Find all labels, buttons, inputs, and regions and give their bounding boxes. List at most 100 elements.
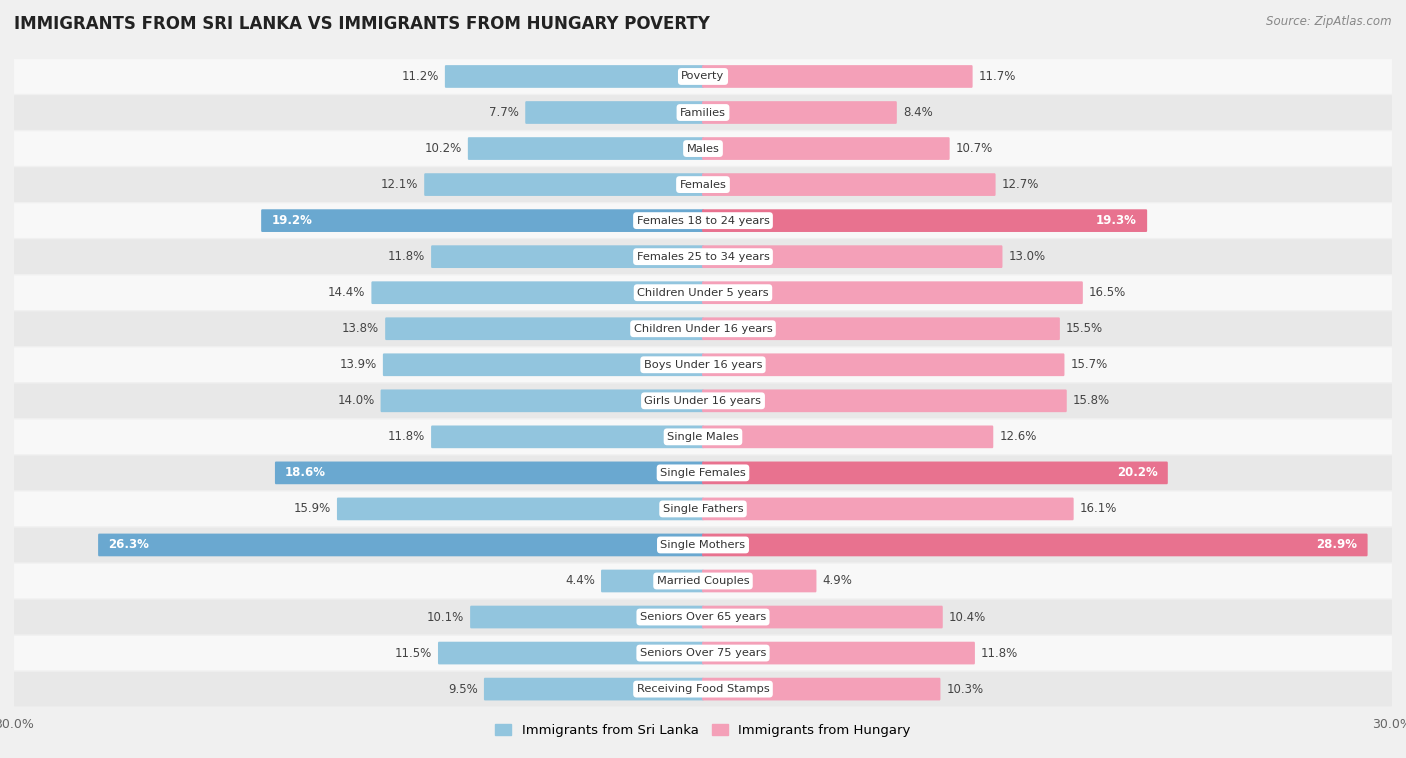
Text: 10.4%: 10.4% <box>949 610 986 624</box>
Text: 14.4%: 14.4% <box>328 287 366 299</box>
Text: 19.3%: 19.3% <box>1097 214 1137 227</box>
FancyBboxPatch shape <box>702 209 1147 232</box>
FancyBboxPatch shape <box>425 174 704 196</box>
FancyBboxPatch shape <box>14 492 1392 526</box>
Text: Single Males: Single Males <box>666 432 740 442</box>
Text: 11.5%: 11.5% <box>395 647 432 659</box>
Text: Source: ZipAtlas.com: Source: ZipAtlas.com <box>1267 15 1392 28</box>
Text: 4.9%: 4.9% <box>823 575 852 587</box>
Text: 4.4%: 4.4% <box>565 575 595 587</box>
FancyBboxPatch shape <box>98 534 704 556</box>
Text: Boys Under 16 years: Boys Under 16 years <box>644 360 762 370</box>
Text: 19.2%: 19.2% <box>271 214 312 227</box>
FancyBboxPatch shape <box>14 96 1392 130</box>
Text: 15.7%: 15.7% <box>1070 359 1108 371</box>
FancyBboxPatch shape <box>14 636 1392 670</box>
Text: 10.7%: 10.7% <box>956 142 993 155</box>
Text: 13.9%: 13.9% <box>340 359 377 371</box>
Text: Females 25 to 34 years: Females 25 to 34 years <box>637 252 769 262</box>
FancyBboxPatch shape <box>382 353 704 376</box>
FancyBboxPatch shape <box>702 570 817 592</box>
FancyBboxPatch shape <box>371 281 704 304</box>
Text: 13.0%: 13.0% <box>1008 250 1046 263</box>
FancyBboxPatch shape <box>381 390 704 412</box>
Text: Receiving Food Stamps: Receiving Food Stamps <box>637 684 769 694</box>
Text: Girls Under 16 years: Girls Under 16 years <box>644 396 762 406</box>
FancyBboxPatch shape <box>337 497 704 520</box>
Text: 10.2%: 10.2% <box>425 142 461 155</box>
FancyBboxPatch shape <box>702 642 974 665</box>
FancyBboxPatch shape <box>432 246 704 268</box>
Text: Seniors Over 75 years: Seniors Over 75 years <box>640 648 766 658</box>
FancyBboxPatch shape <box>702 678 941 700</box>
Legend: Immigrants from Sri Lanka, Immigrants from Hungary: Immigrants from Sri Lanka, Immigrants fr… <box>491 719 915 742</box>
FancyBboxPatch shape <box>14 600 1392 634</box>
Text: Seniors Over 65 years: Seniors Over 65 years <box>640 612 766 622</box>
FancyBboxPatch shape <box>14 672 1392 706</box>
Text: 15.8%: 15.8% <box>1073 394 1109 407</box>
Text: 11.8%: 11.8% <box>388 431 425 443</box>
FancyBboxPatch shape <box>702 137 949 160</box>
FancyBboxPatch shape <box>702 318 1060 340</box>
FancyBboxPatch shape <box>702 534 1368 556</box>
Text: Females 18 to 24 years: Females 18 to 24 years <box>637 215 769 226</box>
Text: 14.0%: 14.0% <box>337 394 374 407</box>
Text: 10.3%: 10.3% <box>946 683 984 696</box>
FancyBboxPatch shape <box>444 65 704 88</box>
FancyBboxPatch shape <box>14 564 1392 598</box>
Text: 8.4%: 8.4% <box>903 106 932 119</box>
FancyBboxPatch shape <box>484 678 704 700</box>
FancyBboxPatch shape <box>702 65 973 88</box>
FancyBboxPatch shape <box>14 384 1392 418</box>
FancyBboxPatch shape <box>702 462 1168 484</box>
Text: 9.5%: 9.5% <box>449 683 478 696</box>
Text: Single Fathers: Single Fathers <box>662 504 744 514</box>
FancyBboxPatch shape <box>600 570 704 592</box>
FancyBboxPatch shape <box>262 209 704 232</box>
FancyBboxPatch shape <box>702 390 1067 412</box>
FancyBboxPatch shape <box>702 497 1074 520</box>
Text: Families: Families <box>681 108 725 117</box>
FancyBboxPatch shape <box>14 419 1392 454</box>
FancyBboxPatch shape <box>468 137 704 160</box>
Text: Females: Females <box>679 180 727 190</box>
FancyBboxPatch shape <box>385 318 704 340</box>
FancyBboxPatch shape <box>702 246 1002 268</box>
Text: 11.7%: 11.7% <box>979 70 1017 83</box>
Text: Children Under 5 years: Children Under 5 years <box>637 288 769 298</box>
Text: 12.7%: 12.7% <box>1001 178 1039 191</box>
FancyBboxPatch shape <box>432 425 704 448</box>
FancyBboxPatch shape <box>702 425 993 448</box>
FancyBboxPatch shape <box>14 312 1392 346</box>
Text: 11.2%: 11.2% <box>402 70 439 83</box>
Text: 11.8%: 11.8% <box>981 647 1018 659</box>
FancyBboxPatch shape <box>14 203 1392 238</box>
FancyBboxPatch shape <box>14 131 1392 166</box>
FancyBboxPatch shape <box>702 353 1064 376</box>
FancyBboxPatch shape <box>14 275 1392 310</box>
FancyBboxPatch shape <box>14 168 1392 202</box>
FancyBboxPatch shape <box>702 101 897 124</box>
FancyBboxPatch shape <box>14 347 1392 382</box>
Text: IMMIGRANTS FROM SRI LANKA VS IMMIGRANTS FROM HUNGARY POVERTY: IMMIGRANTS FROM SRI LANKA VS IMMIGRANTS … <box>14 15 710 33</box>
Text: Single Mothers: Single Mothers <box>661 540 745 550</box>
Text: 20.2%: 20.2% <box>1116 466 1157 479</box>
Text: 12.1%: 12.1% <box>381 178 418 191</box>
FancyBboxPatch shape <box>702 174 995 196</box>
FancyBboxPatch shape <box>702 606 943 628</box>
Text: Single Females: Single Females <box>661 468 745 478</box>
Text: 11.8%: 11.8% <box>388 250 425 263</box>
FancyBboxPatch shape <box>14 240 1392 274</box>
Text: Children Under 16 years: Children Under 16 years <box>634 324 772 334</box>
FancyBboxPatch shape <box>14 528 1392 562</box>
FancyBboxPatch shape <box>14 456 1392 490</box>
Text: Males: Males <box>686 143 720 154</box>
Text: 10.1%: 10.1% <box>427 610 464 624</box>
FancyBboxPatch shape <box>14 59 1392 94</box>
FancyBboxPatch shape <box>439 642 704 665</box>
Text: 16.1%: 16.1% <box>1080 503 1116 515</box>
Text: 7.7%: 7.7% <box>489 106 519 119</box>
FancyBboxPatch shape <box>470 606 704 628</box>
FancyBboxPatch shape <box>702 281 1083 304</box>
Text: 12.6%: 12.6% <box>1000 431 1036 443</box>
